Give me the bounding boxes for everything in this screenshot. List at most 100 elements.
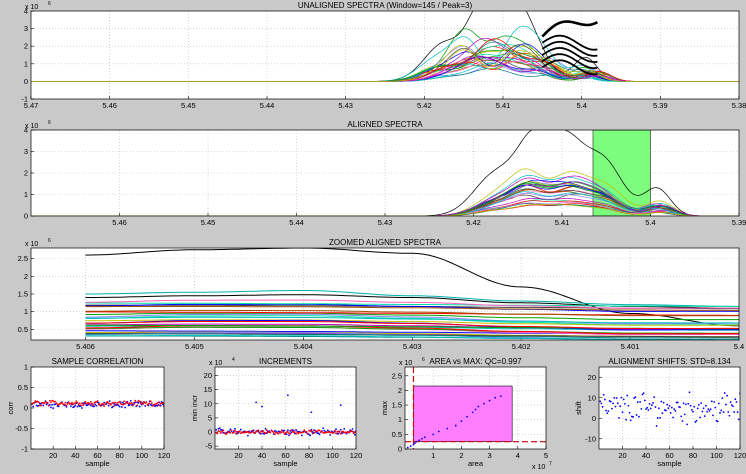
- data-point: [219, 432, 222, 434]
- data-point: [75, 400, 78, 403]
- data-point: [728, 414, 731, 417]
- data-point: [700, 402, 703, 405]
- data-point: [681, 420, 684, 422]
- x-tick-label: 5.405: [185, 342, 204, 351]
- data-point: [292, 429, 295, 432]
- data-point: [239, 432, 242, 435]
- axes-frame: [30, 129, 740, 217]
- data-point: [118, 401, 121, 403]
- data-point: [81, 402, 83, 405]
- x-tick-label: 5.402: [512, 342, 531, 351]
- x-tick-label: 5.4: [645, 218, 655, 227]
- data-point: [632, 415, 634, 418]
- data-point: [239, 428, 242, 431]
- data-point: [346, 430, 349, 433]
- data-point: [157, 401, 160, 404]
- data-point: [135, 401, 138, 404]
- series-line: [31, 181, 739, 216]
- data-point: [88, 403, 91, 406]
- data-point: [235, 431, 238, 433]
- data-point: [132, 404, 134, 407]
- x-tick-label: 80: [305, 451, 313, 460]
- data-point: [289, 432, 292, 435]
- y-tick-label: 4: [24, 7, 28, 16]
- y-tick-label: 20: [204, 371, 212, 380]
- series-line: [85, 313, 739, 325]
- data-point: [265, 429, 268, 432]
- data-point: [277, 432, 280, 435]
- data-point: [737, 418, 740, 421]
- x-tick-label: 100: [326, 451, 339, 460]
- y-exponent-power: 6: [422, 357, 425, 363]
- data-point: [81, 407, 83, 409]
- data-point: [65, 404, 68, 407]
- y-exponent-label: x 10: [25, 4, 38, 11]
- y-exponent-label: x 10: [209, 360, 222, 367]
- plot-marks: [31, 399, 164, 410]
- data-point: [229, 428, 232, 431]
- data-point: [133, 402, 135, 405]
- data-point: [719, 411, 721, 414]
- data-point: [230, 429, 233, 432]
- y-exponent-label: x 10: [25, 123, 38, 130]
- plot-marks: [31, 130, 739, 216]
- data-point: [338, 431, 341, 434]
- data-point: [37, 401, 40, 404]
- data-point: [721, 397, 724, 399]
- data-point: [661, 412, 664, 415]
- data-point: [218, 430, 221, 433]
- y-exponent-power: 4: [232, 357, 235, 363]
- data-point: [423, 436, 426, 439]
- y-tick-label: 0: [208, 428, 212, 437]
- data-point: [330, 431, 333, 433]
- chart-title: ALIGNMENT SHIFTS: STD=8.134: [608, 357, 731, 366]
- x-tick-label: 4: [516, 451, 520, 460]
- data-point: [70, 405, 72, 408]
- data-point: [42, 404, 45, 407]
- data-point: [494, 396, 497, 399]
- series-line: [31, 175, 739, 216]
- data-point: [161, 401, 164, 404]
- series-line: [85, 319, 739, 326]
- data-point: [216, 432, 219, 435]
- data-point: [650, 404, 653, 407]
- data-point: [342, 430, 344, 433]
- x-tick-label: 5.47: [24, 101, 39, 110]
- data-point: [686, 423, 689, 426]
- chart-title: INCREMENTS: [259, 357, 312, 366]
- data-point: [603, 398, 606, 401]
- data-point: [229, 431, 232, 434]
- y-tick-label: 15: [204, 385, 212, 394]
- data-point: [92, 404, 94, 406]
- series-line: [31, 200, 739, 216]
- data-point: [243, 431, 246, 434]
- data-point: [50, 401, 52, 404]
- y-exponent-label: x 10: [399, 360, 412, 367]
- x-tick-label: 5.41: [496, 101, 511, 110]
- data-point: [612, 402, 614, 405]
- data-point: [104, 403, 107, 406]
- data-point: [138, 405, 141, 408]
- data-point: [723, 392, 726, 394]
- x-axis-label: sample: [273, 459, 297, 468]
- data-point: [128, 404, 131, 406]
- data-point: [634, 396, 637, 399]
- data-point: [255, 401, 258, 404]
- series-line: [31, 168, 739, 216]
- data-point: [117, 404, 120, 407]
- data-point: [108, 402, 111, 405]
- series-line: [85, 306, 739, 311]
- data-point: [274, 433, 276, 435]
- data-point: [332, 431, 335, 434]
- data-point: [161, 403, 164, 406]
- data-point: [418, 439, 420, 442]
- data-point: [735, 401, 738, 403]
- data-point: [106, 401, 109, 403]
- y-exponent-power: 6: [48, 1, 51, 7]
- data-point: [638, 415, 640, 418]
- data-point: [622, 398, 625, 401]
- x-tick-label: 100: [136, 451, 149, 460]
- data-point: [74, 404, 77, 407]
- data-point: [648, 402, 651, 405]
- series-line: [85, 302, 739, 307]
